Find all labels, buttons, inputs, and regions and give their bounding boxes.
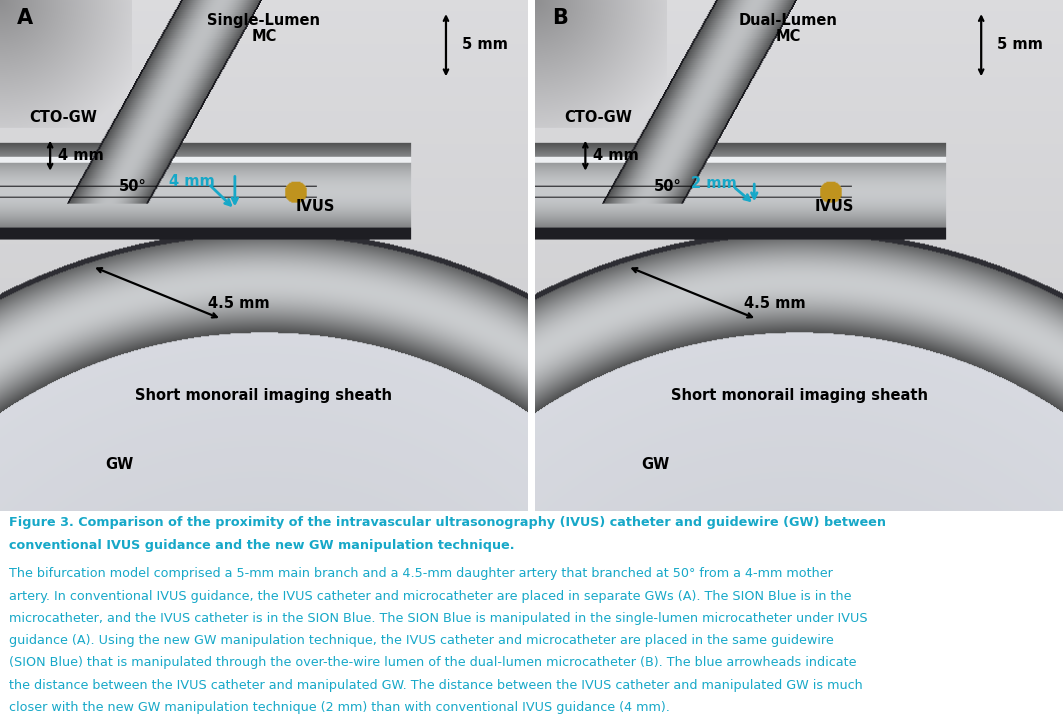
Text: 5 mm: 5 mm (997, 37, 1043, 52)
Text: 50°: 50° (119, 179, 147, 194)
Text: 4 mm: 4 mm (593, 148, 639, 163)
Text: 4.5 mm: 4.5 mm (208, 296, 270, 311)
Text: CTO-GW: CTO-GW (564, 110, 632, 125)
Text: the distance between the IVUS catheter and manipulated GW. The distance between : the distance between the IVUS catheter a… (9, 679, 862, 692)
Text: 2 mm: 2 mm (691, 176, 737, 191)
Text: microcatheter, and the IVUS catheter is in the SION Blue. The SION Blue is manip: microcatheter, and the IVUS catheter is … (9, 612, 867, 625)
Text: Figure 3. Comparison of the proximity of the intravascular ultrasonography (IVUS: Figure 3. Comparison of the proximity of… (9, 516, 885, 528)
Text: CTO-GW: CTO-GW (29, 110, 97, 125)
Text: Dual-Lumen: Dual-Lumen (739, 13, 838, 28)
Text: Single-Lumen: Single-Lumen (207, 13, 320, 28)
Text: B: B (552, 8, 568, 28)
Text: 4 mm: 4 mm (58, 148, 104, 163)
Text: MC: MC (251, 29, 276, 44)
Text: 4.5 mm: 4.5 mm (744, 296, 806, 311)
Text: GW: GW (105, 457, 134, 472)
Text: 50°: 50° (654, 179, 681, 194)
Text: conventional IVUS guidance and the new GW manipulation technique.: conventional IVUS guidance and the new G… (9, 539, 514, 552)
Text: Short monorail imaging sheath: Short monorail imaging sheath (671, 388, 928, 403)
Text: (SION Blue) that is manipulated through the over-the-wire lumen of the dual-lume: (SION Blue) that is manipulated through … (9, 657, 856, 670)
Text: GW: GW (641, 457, 669, 472)
Text: artery. In conventional IVUS guidance, the IVUS catheter and microcatheter are p: artery. In conventional IVUS guidance, t… (9, 589, 851, 602)
Text: 5 mm: 5 mm (461, 37, 508, 52)
Text: IVUS: IVUS (815, 199, 855, 214)
Text: 4 mm: 4 mm (169, 174, 215, 189)
Text: Short monorail imaging sheath: Short monorail imaging sheath (135, 388, 392, 403)
Text: MC: MC (776, 29, 802, 44)
Text: closer with the new GW manipulation technique (2 mm) than with conventional IVUS: closer with the new GW manipulation tech… (9, 701, 670, 714)
Text: guidance (A). Using the new GW manipulation technique, the IVUS catheter and mic: guidance (A). Using the new GW manipulat… (9, 635, 833, 647)
Text: The bifurcation model comprised a 5-mm main branch and a 4.5-mm daughter artery : The bifurcation model comprised a 5-mm m… (9, 567, 832, 580)
Text: IVUS: IVUS (296, 199, 335, 214)
Text: A: A (17, 8, 33, 28)
